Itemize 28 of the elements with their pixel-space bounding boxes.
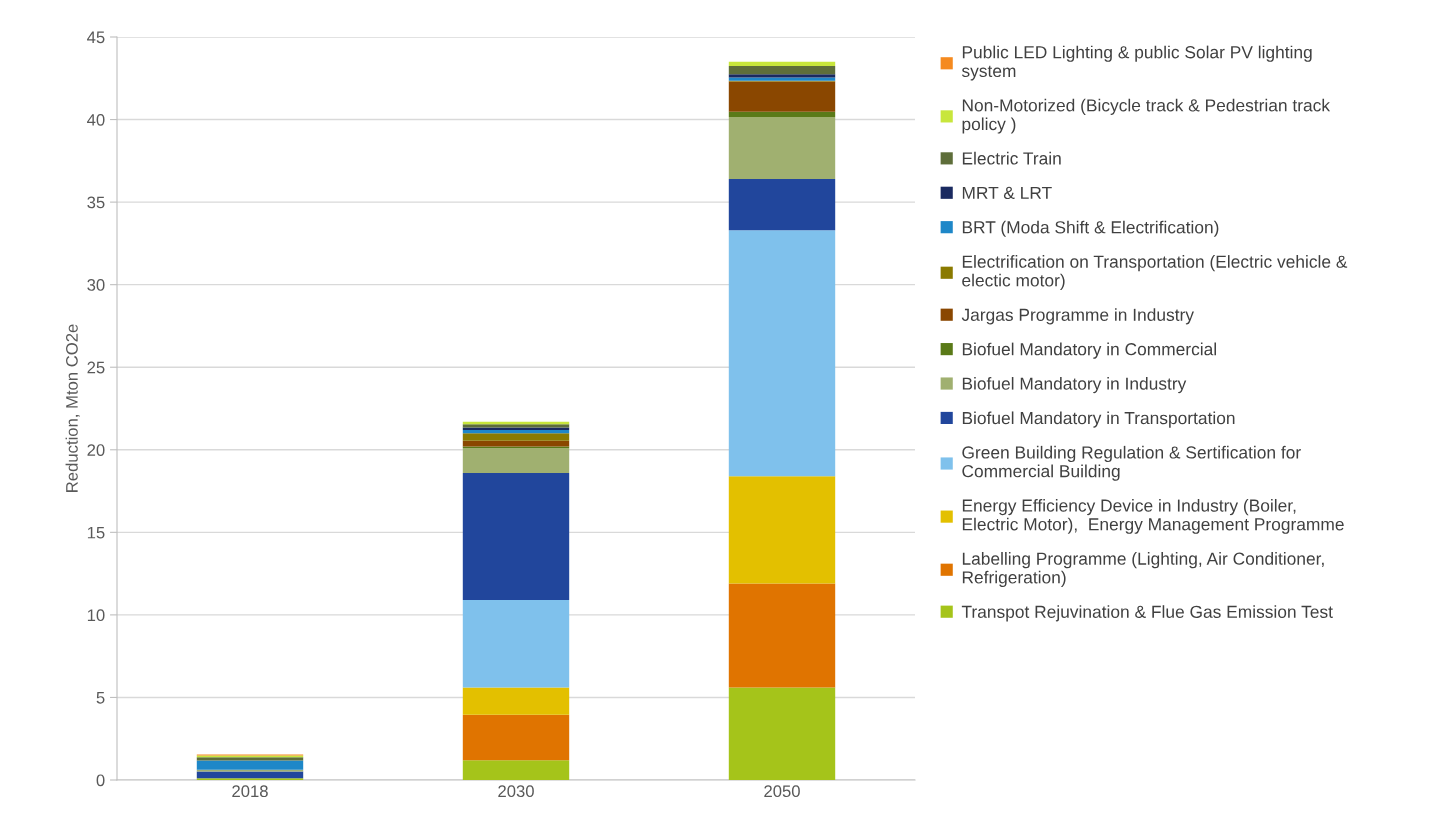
legend-label: Electric Train xyxy=(962,151,1061,165)
legend-label: Public LED Lighting & public Solar PV lighting system xyxy=(961,45,1312,81)
y-tick-label: 20 xyxy=(87,444,105,456)
y-tick-label: 25 xyxy=(87,361,105,374)
legend-label: Biofuel Mandatory in Industry xyxy=(962,377,1187,394)
legend-label: MRT & LRT xyxy=(962,186,1052,200)
y-tick-label: 5 xyxy=(96,692,105,704)
y-tick-label: 0 xyxy=(96,774,105,787)
legend-label: Non-Motorized (Bicycle track & Pedestrian track policy ) xyxy=(962,98,1331,134)
y-tick-label: 15 xyxy=(87,526,105,539)
y-axis-title: Reduction, Mton CO2e xyxy=(65,324,80,492)
y-tick-label: 45 xyxy=(87,31,105,44)
legend-label: Labelling Programme (Lighting, Air Conditioner, Refrigeration) xyxy=(962,552,1324,587)
legend-label: Electrification on Transportation (Electric vehicle & electic motor) xyxy=(962,255,1348,290)
y-tick-label: 10 xyxy=(87,609,105,622)
x-tick-label: 2050 xyxy=(764,785,800,798)
legend-label: Jargas Programme in Industry xyxy=(961,308,1194,325)
y-tick-label: 30 xyxy=(87,279,105,291)
y-tick-label: 35 xyxy=(87,196,105,209)
legend-label: Biofuel Mandatory in Transportation xyxy=(962,411,1235,428)
x-tick-label: 2030 xyxy=(498,785,534,798)
x-tick-label: 2018 xyxy=(232,785,268,798)
y-tick-label: 40 xyxy=(87,113,105,126)
legend-label: Biofuel Mandatory in Commercial xyxy=(962,342,1216,359)
legend-label: BRT (Moda Shift & Electrification) xyxy=(962,220,1219,237)
legend-label: Transpot Rejuvination & Flue Gas Emission Test xyxy=(961,605,1333,622)
legend-label: Green Building Regulation & Sertification for Commercial Building xyxy=(962,445,1301,481)
legend-label: Energy Efficiency Device in Industry (Boiler, Electric Motor), Energy Management Programme xyxy=(962,498,1344,534)
